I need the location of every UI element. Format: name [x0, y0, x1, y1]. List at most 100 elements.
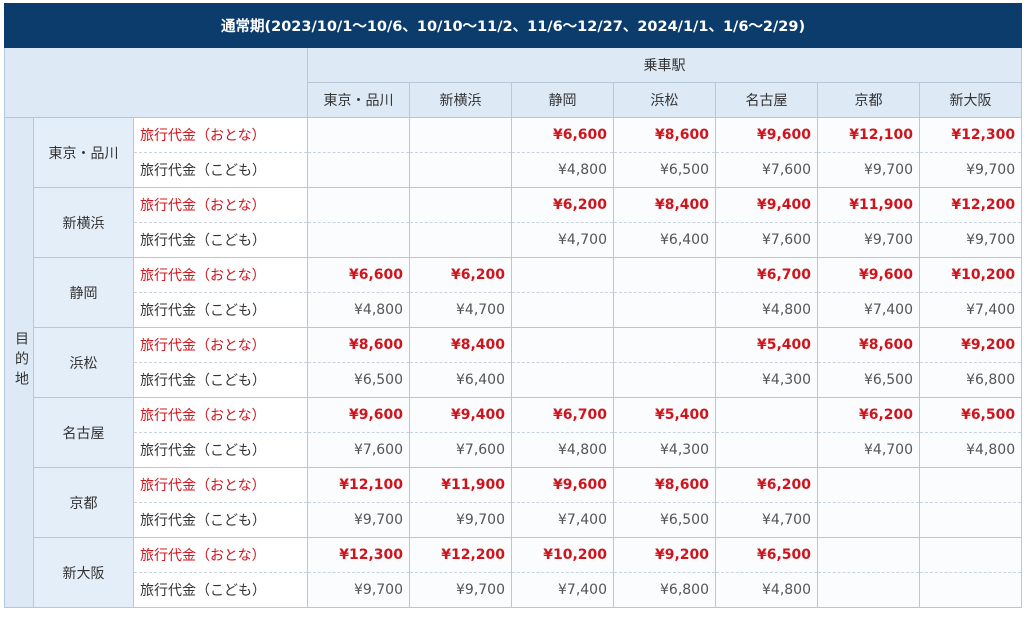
fare-value: ¥6,700: [715, 257, 818, 293]
empty-cell: [918, 572, 1023, 608]
fare-value: ¥12,200: [409, 537, 512, 573]
fare-value: ¥9,700: [918, 152, 1023, 188]
fare-label: 旅行代金（おとな）: [133, 187, 308, 223]
fare-table: 通常期(2023/10/1～10/6、10/10～11/2、11/6～12/27…: [3, 3, 1023, 608]
empty-cell: [715, 432, 818, 468]
fare-row: 新大阪 旅行代金（おとな） ¥12,300 ¥12,200 ¥10,200 ¥9,200 ¥…: [5, 537, 1023, 608]
fare-value: ¥6,700: [511, 397, 614, 433]
fare-row: 旅行代金（こども） ¥4,800 ¥6,500 ¥7,600 ¥9,700 ¥9,700: [5, 152, 1023, 188]
fare-label: 旅行代金（おとな）: [133, 117, 308, 153]
destination-station: 東京・品川: [33, 117, 134, 188]
empty-cell: [511, 257, 614, 293]
fare-value: ¥9,600: [715, 117, 818, 153]
header-station: 浜松: [613, 82, 716, 118]
fare-label: 旅行代金（こども）: [133, 292, 308, 328]
fare-value: ¥7,400: [817, 292, 920, 328]
destination-station: 名古屋: [33, 397, 134, 468]
fare-value: ¥7,600: [715, 152, 818, 188]
fare-value: ¥4,800: [715, 292, 818, 328]
fare-row: 静岡 旅行代金（おとな） ¥6,600 ¥6,200 ¥6,700 ¥9,600 ¥10,2…: [5, 257, 1023, 328]
fare-value: ¥4,700: [409, 292, 512, 328]
fare-value: ¥9,700: [307, 502, 410, 538]
fare-value: ¥12,100: [307, 467, 410, 503]
fare-value: ¥9,700: [918, 222, 1023, 258]
empty-cell: [817, 502, 920, 538]
fare-value: ¥7,600: [409, 432, 512, 468]
header-station: 京都: [817, 82, 920, 118]
fare-value: ¥6,500: [307, 362, 410, 398]
fare-value: ¥9,700: [409, 502, 512, 538]
fare-value: ¥7,600: [715, 222, 818, 258]
fare-value: ¥7,400: [511, 502, 614, 538]
destination-station: 浜松: [33, 327, 134, 398]
header-station: 新横浜: [409, 82, 512, 118]
header-station: 名古屋: [715, 82, 818, 118]
fare-value: ¥8,600: [613, 467, 716, 503]
fare-value: ¥6,800: [613, 572, 716, 608]
empty-cell: [817, 537, 920, 573]
fare-value: ¥8,600: [307, 327, 410, 363]
fare-value: ¥6,400: [613, 222, 716, 258]
empty-cell: [918, 502, 1023, 538]
fare-value: ¥6,400: [409, 362, 512, 398]
empty-cell: [817, 467, 920, 503]
fare-label: 旅行代金（おとな）: [133, 467, 308, 503]
title-row: 通常期(2023/10/1～10/6、10/10～11/2、11/6～12/27…: [3, 3, 1023, 48]
fare-value: ¥6,200: [817, 397, 920, 433]
fare-label: 旅行代金（おとな）: [133, 257, 308, 293]
fare-label: 旅行代金（こども）: [133, 152, 308, 188]
header-station-row: 東京・品川 新横浜 静岡 浜松 名古屋 京都 新大阪: [5, 82, 1023, 118]
fare-value: ¥7,600: [307, 432, 410, 468]
empty-cell: [511, 327, 614, 363]
empty-cell: [511, 362, 614, 398]
fare-value: ¥4,700: [511, 222, 614, 258]
fare-row: 名古屋 旅行代金（おとな） ¥9,600 ¥9,400 ¥6,700 ¥5,400 ¥6,2…: [5, 397, 1023, 468]
fare-table-wrapper: 通常期(2023/10/1～10/6、10/10～11/2、11/6～12/27…: [3, 3, 1023, 608]
fare-value: ¥6,500: [918, 397, 1023, 433]
fare-label: 旅行代金（こども）: [133, 432, 308, 468]
fare-value: ¥8,400: [409, 327, 512, 363]
fare-value: ¥4,800: [511, 152, 614, 188]
fare-value: ¥8,400: [613, 187, 716, 223]
fare-value: ¥7,400: [918, 292, 1023, 328]
fare-label: 旅行代金（こども）: [133, 572, 308, 608]
fare-row: 旅行代金（こども） ¥4,700 ¥6,400 ¥7,600 ¥9,700 ¥9,700: [5, 222, 1023, 258]
empty-cell: [613, 257, 716, 293]
fare-row: 目的地 東京・品川 旅行代金（おとな） ¥6,600 ¥8,600 ¥9,600 ¥12,1…: [4, 117, 1023, 608]
fare-value: ¥12,200: [918, 187, 1023, 223]
empty-cell: [409, 187, 512, 223]
fare-value: ¥9,400: [715, 187, 818, 223]
fare-value: ¥9,600: [511, 467, 614, 503]
fare-value: ¥7,400: [511, 572, 614, 608]
destination-station: 京都: [33, 467, 134, 538]
empty-cell: [409, 117, 512, 153]
header-station: 東京・品川: [307, 82, 410, 118]
fare-value: ¥4,800: [715, 572, 818, 608]
empty-cell: [817, 572, 920, 608]
destination-station: 新横浜: [33, 187, 134, 258]
fare-row: 旅行代金（こども） ¥7,600 ¥7,600 ¥4,800 ¥4,300 ¥4,700 ¥…: [5, 432, 1023, 468]
fare-value: ¥4,800: [307, 292, 410, 328]
fare-value: ¥9,700: [817, 152, 920, 188]
empty-cell: [409, 222, 512, 258]
fare-value: ¥9,600: [817, 257, 920, 293]
fare-value: ¥6,600: [307, 257, 410, 293]
fare-label: 旅行代金（おとな）: [133, 537, 308, 573]
fare-row: 京都 旅行代金（おとな） ¥12,100 ¥11,900 ¥9,600 ¥8,600 ¥6,…: [5, 467, 1023, 538]
fare-label: 旅行代金（おとな）: [133, 397, 308, 433]
destination-station: 新大阪: [33, 537, 134, 608]
fare-value: ¥6,600: [511, 117, 614, 153]
corner-cell: [4, 47, 308, 118]
header-station: 静岡: [511, 82, 614, 118]
fare-value: ¥12,100: [817, 117, 920, 153]
fare-value: ¥6,500: [613, 502, 716, 538]
fare-value: ¥9,700: [307, 572, 410, 608]
fare-value: ¥6,500: [715, 537, 818, 573]
fare-value: ¥6,200: [715, 467, 818, 503]
fare-value: ¥9,200: [918, 327, 1023, 363]
fare-row: 旅行代金（こども） ¥4,800 ¥4,700 ¥4,800 ¥7,400 ¥7,400: [5, 292, 1023, 328]
fare-value: ¥12,300: [918, 117, 1023, 153]
fare-value: ¥5,400: [613, 397, 716, 433]
empty-cell: [511, 292, 614, 328]
